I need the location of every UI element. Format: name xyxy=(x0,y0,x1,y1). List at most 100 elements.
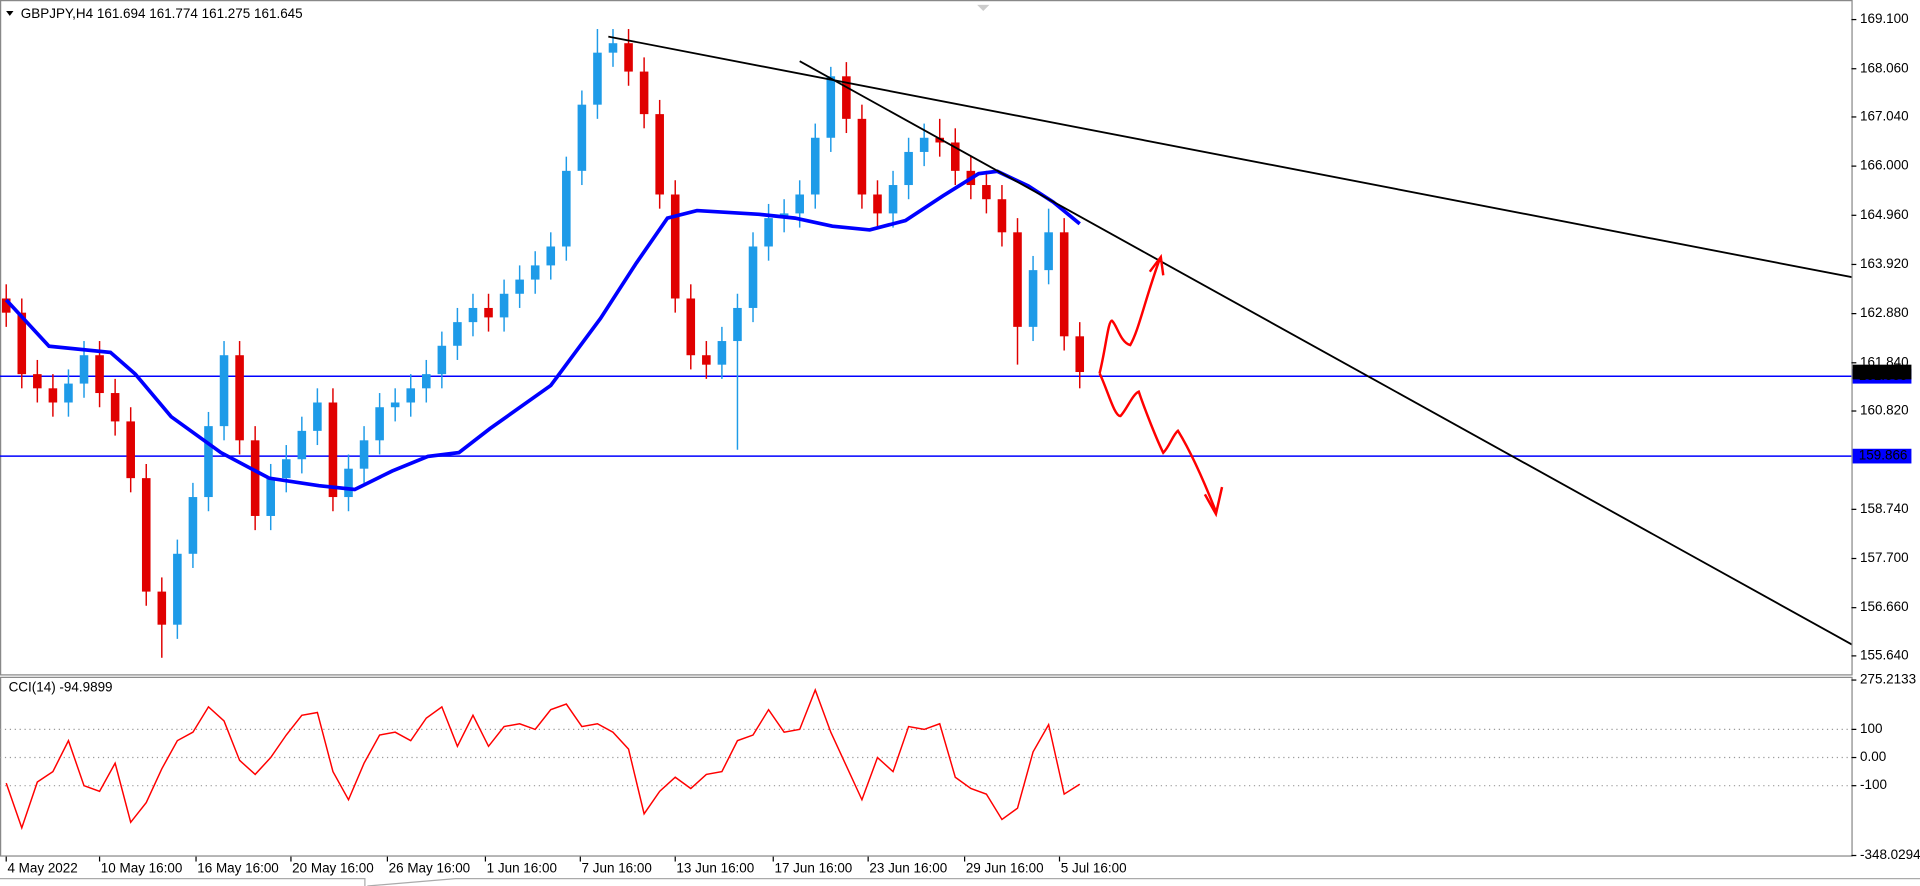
candle-body xyxy=(1013,232,1022,327)
time-tick-label: 7 Jun 16:00 xyxy=(582,860,652,875)
candle-body xyxy=(904,151,913,186)
candle-body xyxy=(842,76,851,119)
price-tick-label: 162.880 xyxy=(1860,305,1909,320)
candle-body xyxy=(250,440,260,516)
candle-body xyxy=(33,374,42,389)
candle-body xyxy=(375,407,384,441)
time-tick-label: 16 May 16:00 xyxy=(197,860,279,875)
trendline xyxy=(799,60,1852,646)
candle-body xyxy=(873,194,882,214)
candle-body xyxy=(313,402,322,431)
chart-title: GBPJPY,H4 161.694 161.774 161.275 161.64… xyxy=(21,6,303,21)
candle-body xyxy=(126,421,135,479)
candle-body xyxy=(593,52,602,105)
candle-body xyxy=(639,71,649,115)
price-tick-label: 158.740 xyxy=(1860,501,1909,516)
price-label: 161.645 xyxy=(1859,364,1908,379)
moving-average xyxy=(4,169,1081,492)
indicator-pane-border xyxy=(0,676,1853,857)
candle-body xyxy=(935,137,945,143)
up-arrow xyxy=(1098,259,1161,374)
price-tick-label: 166.000 xyxy=(1860,158,1909,173)
time-tick-label: 26 May 16:00 xyxy=(389,860,471,875)
main-plot xyxy=(0,29,1852,658)
time-tick-label: 5 Jul 16:00 xyxy=(1061,860,1127,875)
candle-body xyxy=(748,246,758,308)
time-tick-label: 13 Jun 16:00 xyxy=(676,860,754,875)
candle-body xyxy=(1,298,11,313)
candle-body xyxy=(453,322,462,346)
candle-body xyxy=(919,137,929,152)
up-arrow-head xyxy=(1148,253,1165,276)
cci-tick-label: -100 xyxy=(1860,777,1887,792)
candle-body xyxy=(173,553,182,625)
candle-body xyxy=(795,194,804,214)
down-arrow-head xyxy=(1203,486,1224,518)
level-label: 159.866 xyxy=(1859,448,1908,463)
price-tick-label: 155.640 xyxy=(1860,647,1909,662)
cci-line xyxy=(5,687,1081,831)
candle-body xyxy=(1028,270,1038,327)
candle-body xyxy=(577,104,587,171)
main-pane-border xyxy=(0,0,1853,676)
price-tick-label: 156.660 xyxy=(1860,599,1909,614)
candle-body xyxy=(79,355,89,384)
candle-body xyxy=(562,170,571,247)
candle-body xyxy=(406,388,416,403)
menu-triangle[interactable] xyxy=(6,11,14,16)
candle-body xyxy=(1044,232,1053,271)
candle-body xyxy=(950,142,960,171)
candle-body xyxy=(422,374,431,389)
time-tick-label: 20 May 16:00 xyxy=(292,860,374,875)
candle-body xyxy=(670,194,680,299)
axes: 169.100 168.060 167.040 166.000 164.960 163.9… xyxy=(5,11,1920,875)
trendline xyxy=(608,35,1852,279)
time-tick-label: 23 Jun 16:00 xyxy=(869,860,947,875)
candle-body xyxy=(141,478,151,592)
candle-body xyxy=(157,591,167,625)
candle-body xyxy=(344,468,353,498)
time-tick-label: 4 May 2022 xyxy=(7,860,77,875)
candle-body xyxy=(608,43,618,53)
candle-body xyxy=(515,279,524,294)
candle-body xyxy=(110,393,120,422)
candle-body xyxy=(764,218,773,247)
cci-tick-label: 100 xyxy=(1860,721,1882,736)
cci-tick-label: 275.2133 xyxy=(1860,672,1916,687)
candle-body xyxy=(17,312,27,375)
price-tick-label: 160.820 xyxy=(1860,403,1909,418)
price-tick-label: 167.040 xyxy=(1860,109,1909,124)
time-tick-label: 17 Jun 16:00 xyxy=(774,860,852,875)
price-tick-label: 157.700 xyxy=(1860,550,1909,565)
candle-body xyxy=(188,497,198,554)
tab-bar xyxy=(0,878,1920,886)
hand-drawn-arrows xyxy=(1098,253,1224,518)
cci-tick-label: 0.00 xyxy=(1860,749,1886,764)
candle-body xyxy=(733,307,742,342)
candle-body xyxy=(997,199,1007,233)
candle-body xyxy=(95,355,104,394)
candle-body xyxy=(857,118,867,195)
price-tick-label: 169.100 xyxy=(1860,11,1909,26)
candle-body xyxy=(546,246,556,266)
candle-body xyxy=(499,293,509,318)
price-tick-label: 163.920 xyxy=(1860,256,1909,271)
price-tick-label: 168.060 xyxy=(1860,60,1909,75)
time-tick-label: 29 Jun 16:00 xyxy=(966,860,1044,875)
candle-body xyxy=(1075,336,1085,373)
candle-body xyxy=(810,137,820,195)
candle-body xyxy=(219,355,229,427)
candle-body xyxy=(468,307,478,323)
candle-body xyxy=(328,402,338,498)
candle-body xyxy=(281,459,291,479)
candle-body xyxy=(359,440,369,469)
candle-body xyxy=(297,430,307,460)
price-label-box xyxy=(1852,364,1912,380)
candle-body xyxy=(702,355,711,365)
candle-body xyxy=(655,114,664,195)
scroll-marker xyxy=(977,4,990,12)
candle-body xyxy=(48,388,58,403)
candle-body xyxy=(266,478,275,516)
